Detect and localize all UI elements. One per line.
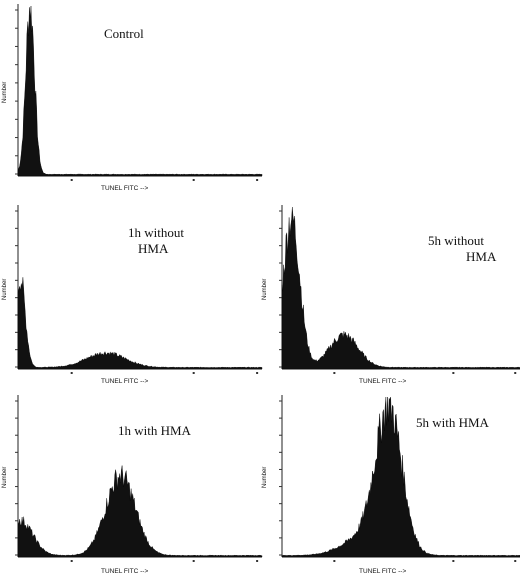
histogram-panel-control: Number TUNEL FITC --> Control <box>0 0 270 200</box>
x-axis-label: TUNEL FITC --> <box>101 185 149 192</box>
condition-label-line: Control <box>104 26 144 41</box>
condition-label-line: 5h with HMA <box>416 415 489 430</box>
histogram-5h-with-hma <box>279 395 520 562</box>
x-tick <box>514 372 517 374</box>
x-tick <box>333 560 336 562</box>
histogram-5h-without-hma <box>279 205 520 374</box>
x-tick <box>333 372 336 374</box>
histogram-control <box>15 4 263 181</box>
histogram-panel-5h-with-hma: Number TUNEL FITC --> 5h with HMA <box>262 385 520 577</box>
condition-label-line: 1h with HMA <box>118 423 191 438</box>
condition-label-line: 1h without <box>128 225 184 240</box>
histogram-1h-without-hma <box>15 205 263 374</box>
y-axis-label: Number <box>2 466 8 488</box>
x-tick <box>192 179 195 181</box>
x-tick <box>70 372 73 374</box>
histogram-panel-5h-without-hma: Number TUNEL FITC --> 5h without HMA <box>262 195 520 390</box>
x-tick <box>70 560 73 562</box>
x-tick <box>452 560 455 562</box>
x-tick <box>70 179 73 181</box>
condition-label-line: HMA <box>138 241 169 256</box>
x-tick <box>514 560 517 562</box>
histogram-area <box>17 5 263 177</box>
x-axis-label: TUNEL FITC --> <box>101 378 149 385</box>
condition-label: 1h with HMA <box>118 423 191 439</box>
condition-label: 1h without HMA <box>128 225 184 257</box>
histogram-area <box>281 396 520 558</box>
x-axis-label: TUNEL FITC --> <box>101 568 149 575</box>
x-axis-label: TUNEL FITC --> <box>359 568 407 575</box>
y-axis-label: Number <box>262 466 268 488</box>
y-axis-label: Number <box>2 81 8 103</box>
condition-label-line: 5h without <box>428 233 484 248</box>
condition-label-line: HMA <box>466 249 497 264</box>
condition-label: Control <box>104 26 144 42</box>
y-axis-label: Number <box>2 278 8 300</box>
histogram-area <box>281 206 520 370</box>
y-axis-label: Number <box>262 278 268 300</box>
x-tick <box>192 372 195 374</box>
histogram-area <box>17 465 263 558</box>
histogram-area <box>17 277 263 370</box>
condition-label: 5h without HMA <box>428 233 496 265</box>
condition-label: 5h with HMA <box>416 415 489 431</box>
x-tick <box>452 372 455 374</box>
x-tick <box>256 372 259 374</box>
x-axis-label: TUNEL FITC --> <box>359 378 407 385</box>
histogram-1h-with-hma <box>15 395 263 562</box>
x-tick <box>192 560 195 562</box>
histogram-panel-1h-with-hma: Number TUNEL FITC --> 1h with HMA <box>0 385 270 577</box>
x-tick <box>256 179 259 181</box>
histogram-panel-1h-without-hma: Number TUNEL FITC --> 1h without HMA <box>0 195 270 390</box>
x-tick <box>256 560 259 562</box>
